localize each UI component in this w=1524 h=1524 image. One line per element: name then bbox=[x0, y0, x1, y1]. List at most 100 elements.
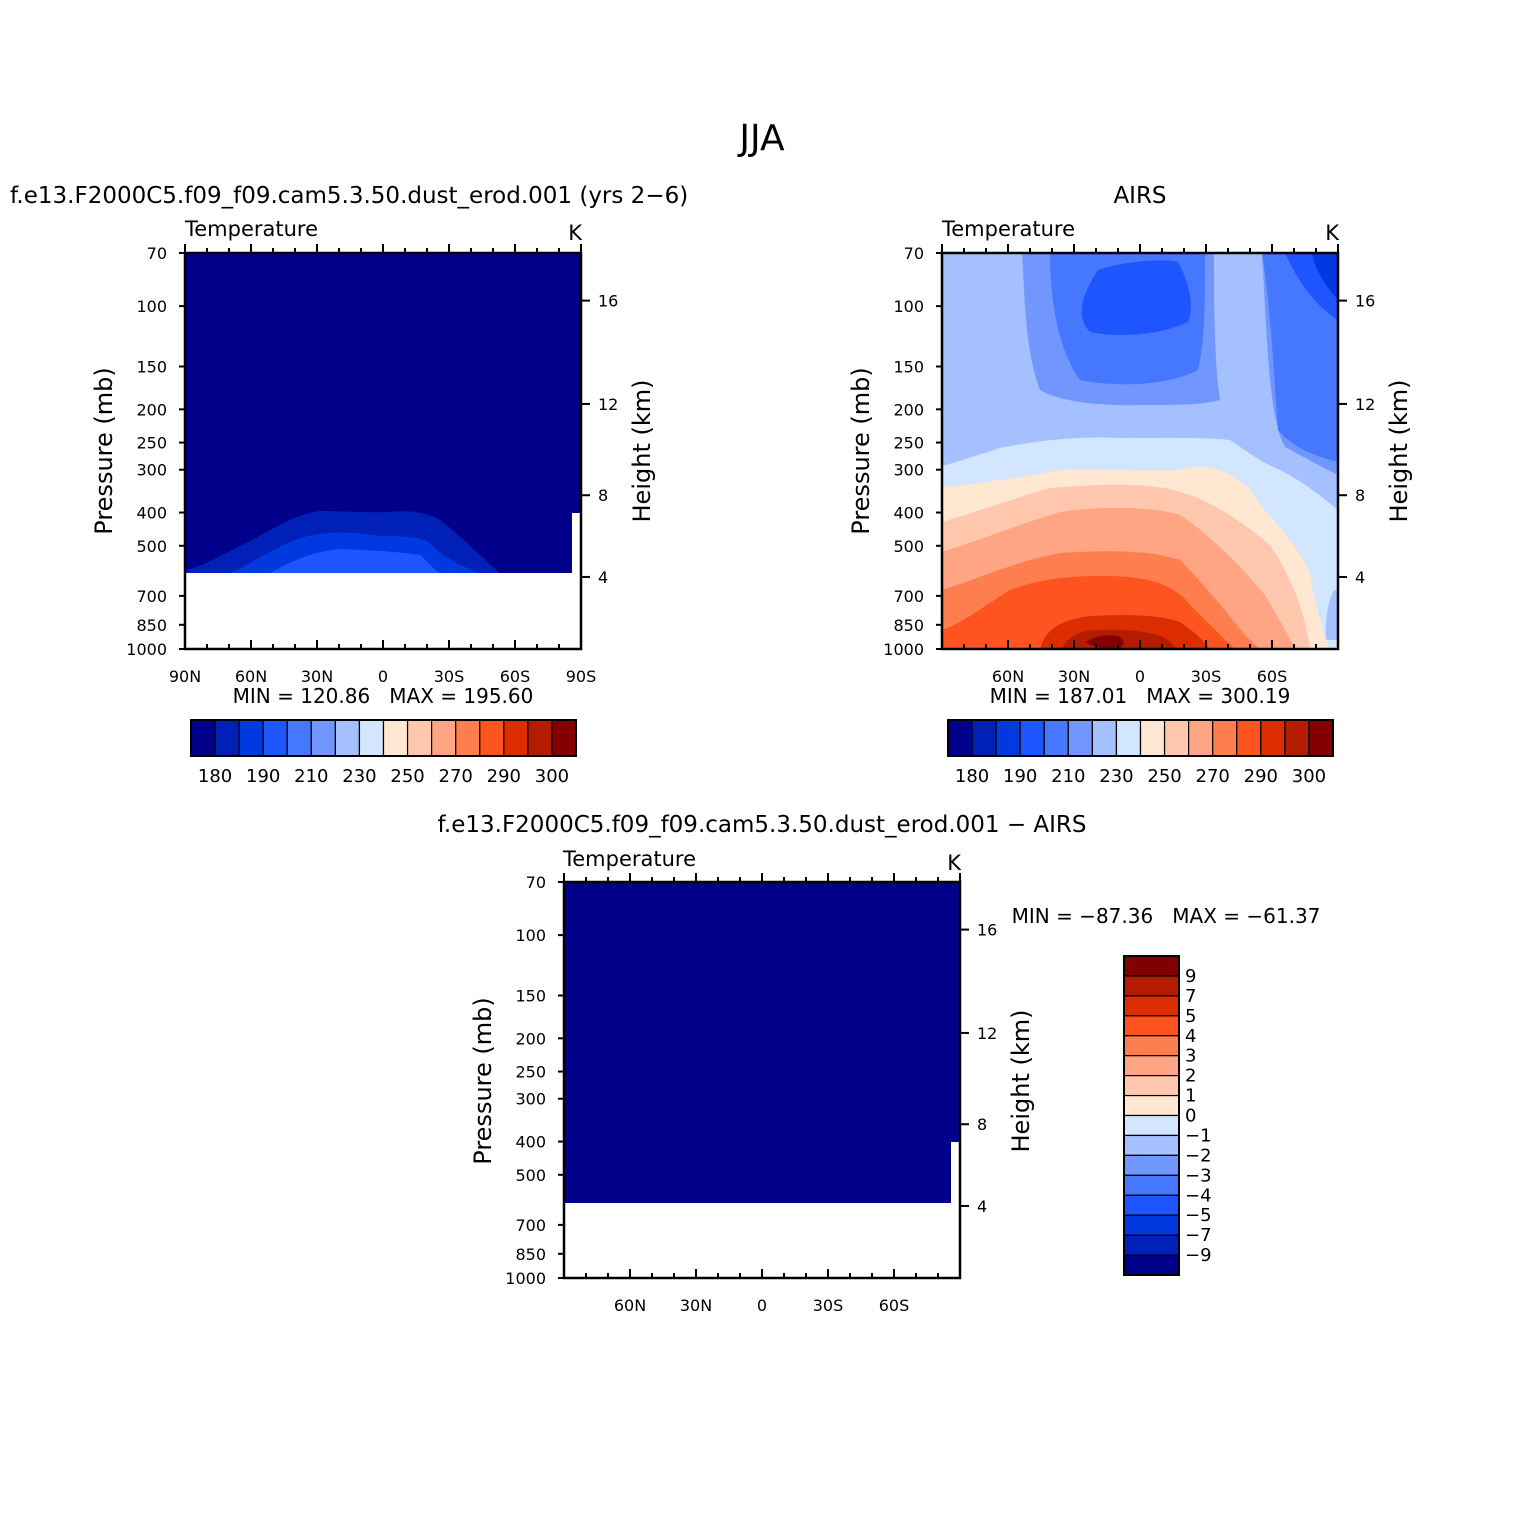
colorbar-label: −9 bbox=[1185, 1245, 1212, 1266]
pressure-tick-label: 700 bbox=[515, 1216, 546, 1235]
colorbar-frame bbox=[190, 719, 577, 757]
colorbar-box bbox=[1123, 1114, 1180, 1137]
colorbar-label: 0 bbox=[1185, 1106, 1196, 1127]
colorbar-label: 4 bbox=[1185, 1026, 1196, 1047]
colorbar-label: −4 bbox=[1185, 1185, 1212, 1206]
colorbar-label: 230 bbox=[342, 766, 376, 787]
height-tick-label: 16 bbox=[598, 292, 618, 311]
colorbar-label: 290 bbox=[1244, 766, 1278, 787]
panel-diff-ylabel: Pressure (mb) bbox=[469, 997, 497, 1164]
obs-band-200 bbox=[1081, 253, 1338, 335]
colorbar-box bbox=[479, 719, 505, 757]
colorbar-label: 190 bbox=[1003, 766, 1037, 787]
colorbar-label: 230 bbox=[1099, 766, 1133, 787]
height-tick-label: 4 bbox=[977, 1197, 987, 1216]
colorbar-box bbox=[1115, 719, 1142, 757]
height-tick-label: 12 bbox=[598, 395, 618, 414]
lat-tick-label: 30S bbox=[813, 1296, 844, 1315]
panel-obs-colorbar: 180 190 210 230 250 270 290 300 bbox=[947, 719, 1334, 787]
colorbar-box bbox=[382, 719, 409, 757]
colorbar-box bbox=[190, 719, 216, 757]
colorbar-box bbox=[503, 719, 529, 757]
colorbar-box bbox=[1123, 955, 1180, 977]
lat-tick-label: 60S bbox=[1257, 667, 1288, 686]
panel-obs-ticks: 70 100 150 200 250 300 400 500 700 850 1000 16 12 8 4 6… bbox=[883, 244, 1375, 686]
height-tick-label: 12 bbox=[1355, 395, 1375, 414]
colorbar-box bbox=[286, 719, 312, 757]
lat-tick-label: 30N bbox=[1058, 667, 1090, 686]
lat-tick-label: 0 bbox=[757, 1296, 767, 1315]
colorbar-box bbox=[1123, 1254, 1180, 1276]
colorbar-frame bbox=[1123, 955, 1180, 1276]
pressure-tick-label: 150 bbox=[136, 357, 167, 376]
pressure-tick-label: 400 bbox=[136, 504, 167, 523]
lat-tick-label: 60S bbox=[500, 667, 531, 686]
lat-tick-label: 60N bbox=[614, 1296, 646, 1315]
panel-diff-field bbox=[564, 882, 960, 1278]
pressure-tick-label: 1000 bbox=[505, 1269, 546, 1288]
field-missing-low bbox=[185, 573, 581, 649]
colorbar-label: 300 bbox=[535, 766, 569, 787]
panel-model-minmax: MIN = 120.86 MAX = 195.60 bbox=[233, 684, 534, 708]
pressure-tick-label: 500 bbox=[136, 537, 167, 556]
pressure-tick-label: 300 bbox=[515, 1090, 546, 1109]
lat-tick-label: 60N bbox=[992, 667, 1024, 686]
colorbar-box bbox=[1123, 1075, 1180, 1097]
pressure-tick-label: 850 bbox=[893, 616, 924, 635]
colorbar-box bbox=[1123, 1015, 1180, 1037]
pressure-tick-label: 850 bbox=[136, 616, 167, 635]
panel-model: f.e13.F2000C5.f09_f09.cam5.3.50.dust_ero… bbox=[10, 183, 688, 787]
colorbar-box bbox=[262, 719, 288, 757]
diff-missing-edge bbox=[951, 1142, 960, 1203]
colorbar-label: 270 bbox=[1196, 766, 1230, 787]
height-tick-label: 4 bbox=[1355, 568, 1365, 587]
colorbar-label: −2 bbox=[1185, 1145, 1212, 1166]
colorbar-box bbox=[1212, 719, 1238, 757]
colorbar-box bbox=[1123, 1094, 1180, 1117]
colorbar-label: 210 bbox=[1051, 766, 1085, 787]
lat-tick-label: 90S bbox=[566, 667, 597, 686]
colorbar-label: 5 bbox=[1185, 1006, 1196, 1027]
colorbar-box bbox=[1236, 719, 1262, 757]
colorbar-label: 270 bbox=[439, 766, 473, 787]
panel-model-ylabel: Pressure (mb) bbox=[90, 367, 118, 534]
pressure-tick-label: 250 bbox=[136, 434, 167, 453]
lat-tick-label: 30S bbox=[434, 667, 465, 686]
colorbar-box bbox=[995, 719, 1021, 757]
height-tick-label: 16 bbox=[1355, 292, 1375, 311]
panel-model-left-string: Temperature bbox=[184, 217, 318, 241]
panel-diff-right-string: K bbox=[947, 851, 962, 875]
colorbar-box bbox=[358, 719, 385, 757]
colorbar-box bbox=[1123, 975, 1180, 997]
colorbar-label: −5 bbox=[1185, 1205, 1212, 1226]
height-tick-label: 8 bbox=[598, 486, 608, 505]
panel-diff-ticks: 70 100 150 200 250 300 400 500 700 850 1000 16 12 8 4 6… bbox=[505, 873, 997, 1315]
pressure-tick-label: 300 bbox=[893, 461, 924, 480]
pressure-tick-label: 1000 bbox=[883, 640, 924, 659]
colorbar-box bbox=[1123, 1154, 1180, 1176]
colorbar-label: −7 bbox=[1185, 1225, 1212, 1246]
lat-tick-label: 30N bbox=[301, 667, 333, 686]
colorbar-box bbox=[1139, 719, 1166, 757]
colorbar-box bbox=[1260, 719, 1286, 757]
pressure-tick-label: 200 bbox=[515, 1029, 546, 1048]
colorbar-label: 180 bbox=[198, 766, 232, 787]
colorbar-label: 290 bbox=[487, 766, 521, 787]
pressure-tick-label: 300 bbox=[136, 461, 167, 480]
pressure-tick-label: 200 bbox=[136, 400, 167, 419]
colorbar-box bbox=[310, 719, 336, 757]
pressure-tick-label: 70 bbox=[147, 244, 167, 263]
panel-model-colorbar: 180 190 210 230 250 270 290 300 bbox=[190, 719, 577, 787]
field-missing-edge bbox=[572, 513, 581, 573]
colorbar-box bbox=[431, 719, 457, 757]
panel-diff: f.e13.F2000C5.f09_f09.cam5.3.50.dust_ero… bbox=[437, 812, 1320, 1315]
panel-obs-ylabel: Pressure (mb) bbox=[847, 367, 875, 534]
lat-tick-label: 0 bbox=[1135, 667, 1145, 686]
pressure-tick-label: 200 bbox=[893, 400, 924, 419]
pressure-tick-label: 850 bbox=[515, 1245, 546, 1264]
colorbar-box bbox=[1123, 1134, 1180, 1156]
panel-diff-title: f.e13.F2000C5.f09_f09.cam5.3.50.dust_ero… bbox=[437, 812, 1086, 838]
colorbar-label: 250 bbox=[1147, 766, 1181, 787]
colorbar-box bbox=[1188, 719, 1214, 757]
